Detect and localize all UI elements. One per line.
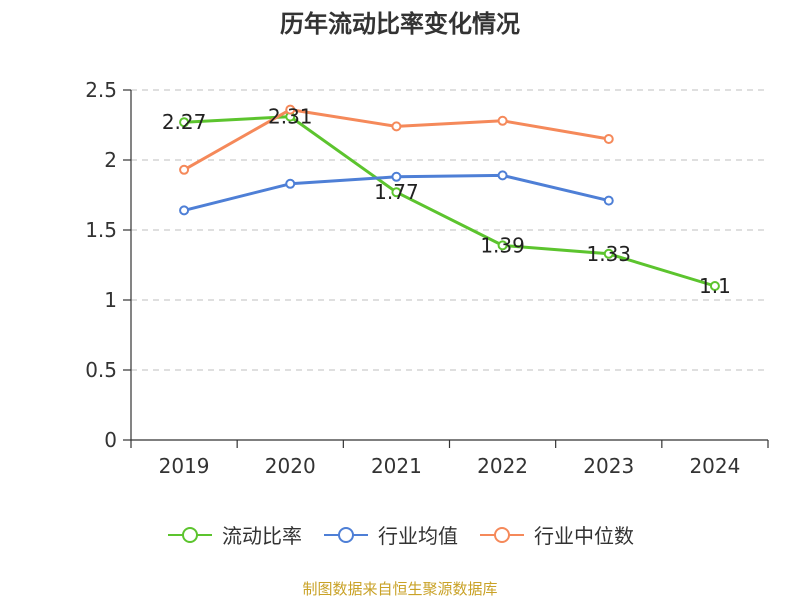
legend-item-industry-mean[interactable]: 行业均值 — [322, 520, 458, 549]
data-point — [179, 117, 190, 128]
data-label: 1.33 — [586, 242, 631, 266]
x-tick-label: 2019 — [159, 454, 210, 478]
source-note: 制图数据来自恒生聚源数据库 — [302, 580, 498, 598]
legend-item-current-ratio[interactable]: 流动比率 — [166, 520, 302, 549]
data-point — [391, 187, 402, 198]
x-tick-label: 2022 — [477, 454, 528, 478]
data-point — [497, 115, 508, 126]
data-point — [285, 104, 296, 115]
x-tick-label: 2020 — [265, 454, 316, 478]
legend-label: 行业中位数 — [534, 524, 634, 548]
y-tick-label: 0.5 — [85, 358, 117, 382]
data-point — [285, 178, 296, 189]
legend-item-industry-median[interactable]: 行业中位数 — [478, 520, 634, 549]
data-point — [603, 248, 614, 259]
legend-label: 流动比率 — [222, 524, 302, 548]
legend-line-marker-icon — [478, 525, 526, 545]
data-point — [179, 205, 190, 216]
y-tick-label: 0 — [104, 428, 117, 452]
data-point — [709, 281, 720, 291]
x-tick-label: 2024 — [689, 454, 740, 478]
data-label: 2.27 — [162, 110, 207, 134]
data-label: 1.39 — [480, 233, 525, 257]
x-tick-label: 2023 — [583, 454, 634, 478]
legend: 流动比率 行业均值 行业中位数 — [0, 520, 800, 549]
data-point — [391, 171, 402, 182]
data-point — [497, 170, 508, 181]
legend-line-marker-icon — [166, 525, 214, 545]
y-tick-label: 2.5 — [85, 78, 117, 102]
grid-layer — [131, 89, 768, 371]
y-tick-label: 1 — [104, 288, 117, 312]
series-line — [184, 115, 716, 288]
legend-label: 行业均值 — [378, 524, 458, 548]
y-tick-label: 2 — [104, 148, 117, 172]
data-point — [497, 240, 508, 251]
legend-line-marker-icon — [322, 525, 370, 545]
data-label: 2.31 — [268, 105, 313, 129]
data-point — [603, 195, 614, 206]
series-layer — [179, 104, 720, 291]
data-label-layer: 2.27 2.31 1.77 1.39 1.33 1.1 — [162, 105, 731, 298]
data-point — [391, 121, 402, 132]
y-tick-label: 1.5 — [85, 218, 117, 242]
x-tick-label: 2021 — [371, 454, 422, 478]
chart-title: 历年流动比率变化情况 — [280, 10, 520, 38]
data-point — [603, 134, 614, 144]
axis-layer: 0 0.5 1 1.5 2 2.5 2019 2020 2021 2022 2023 2024 — [85, 78, 769, 478]
data-point — [179, 164, 190, 175]
data-label: 1.1 — [699, 274, 731, 298]
data-label: 1.77 — [374, 180, 419, 204]
